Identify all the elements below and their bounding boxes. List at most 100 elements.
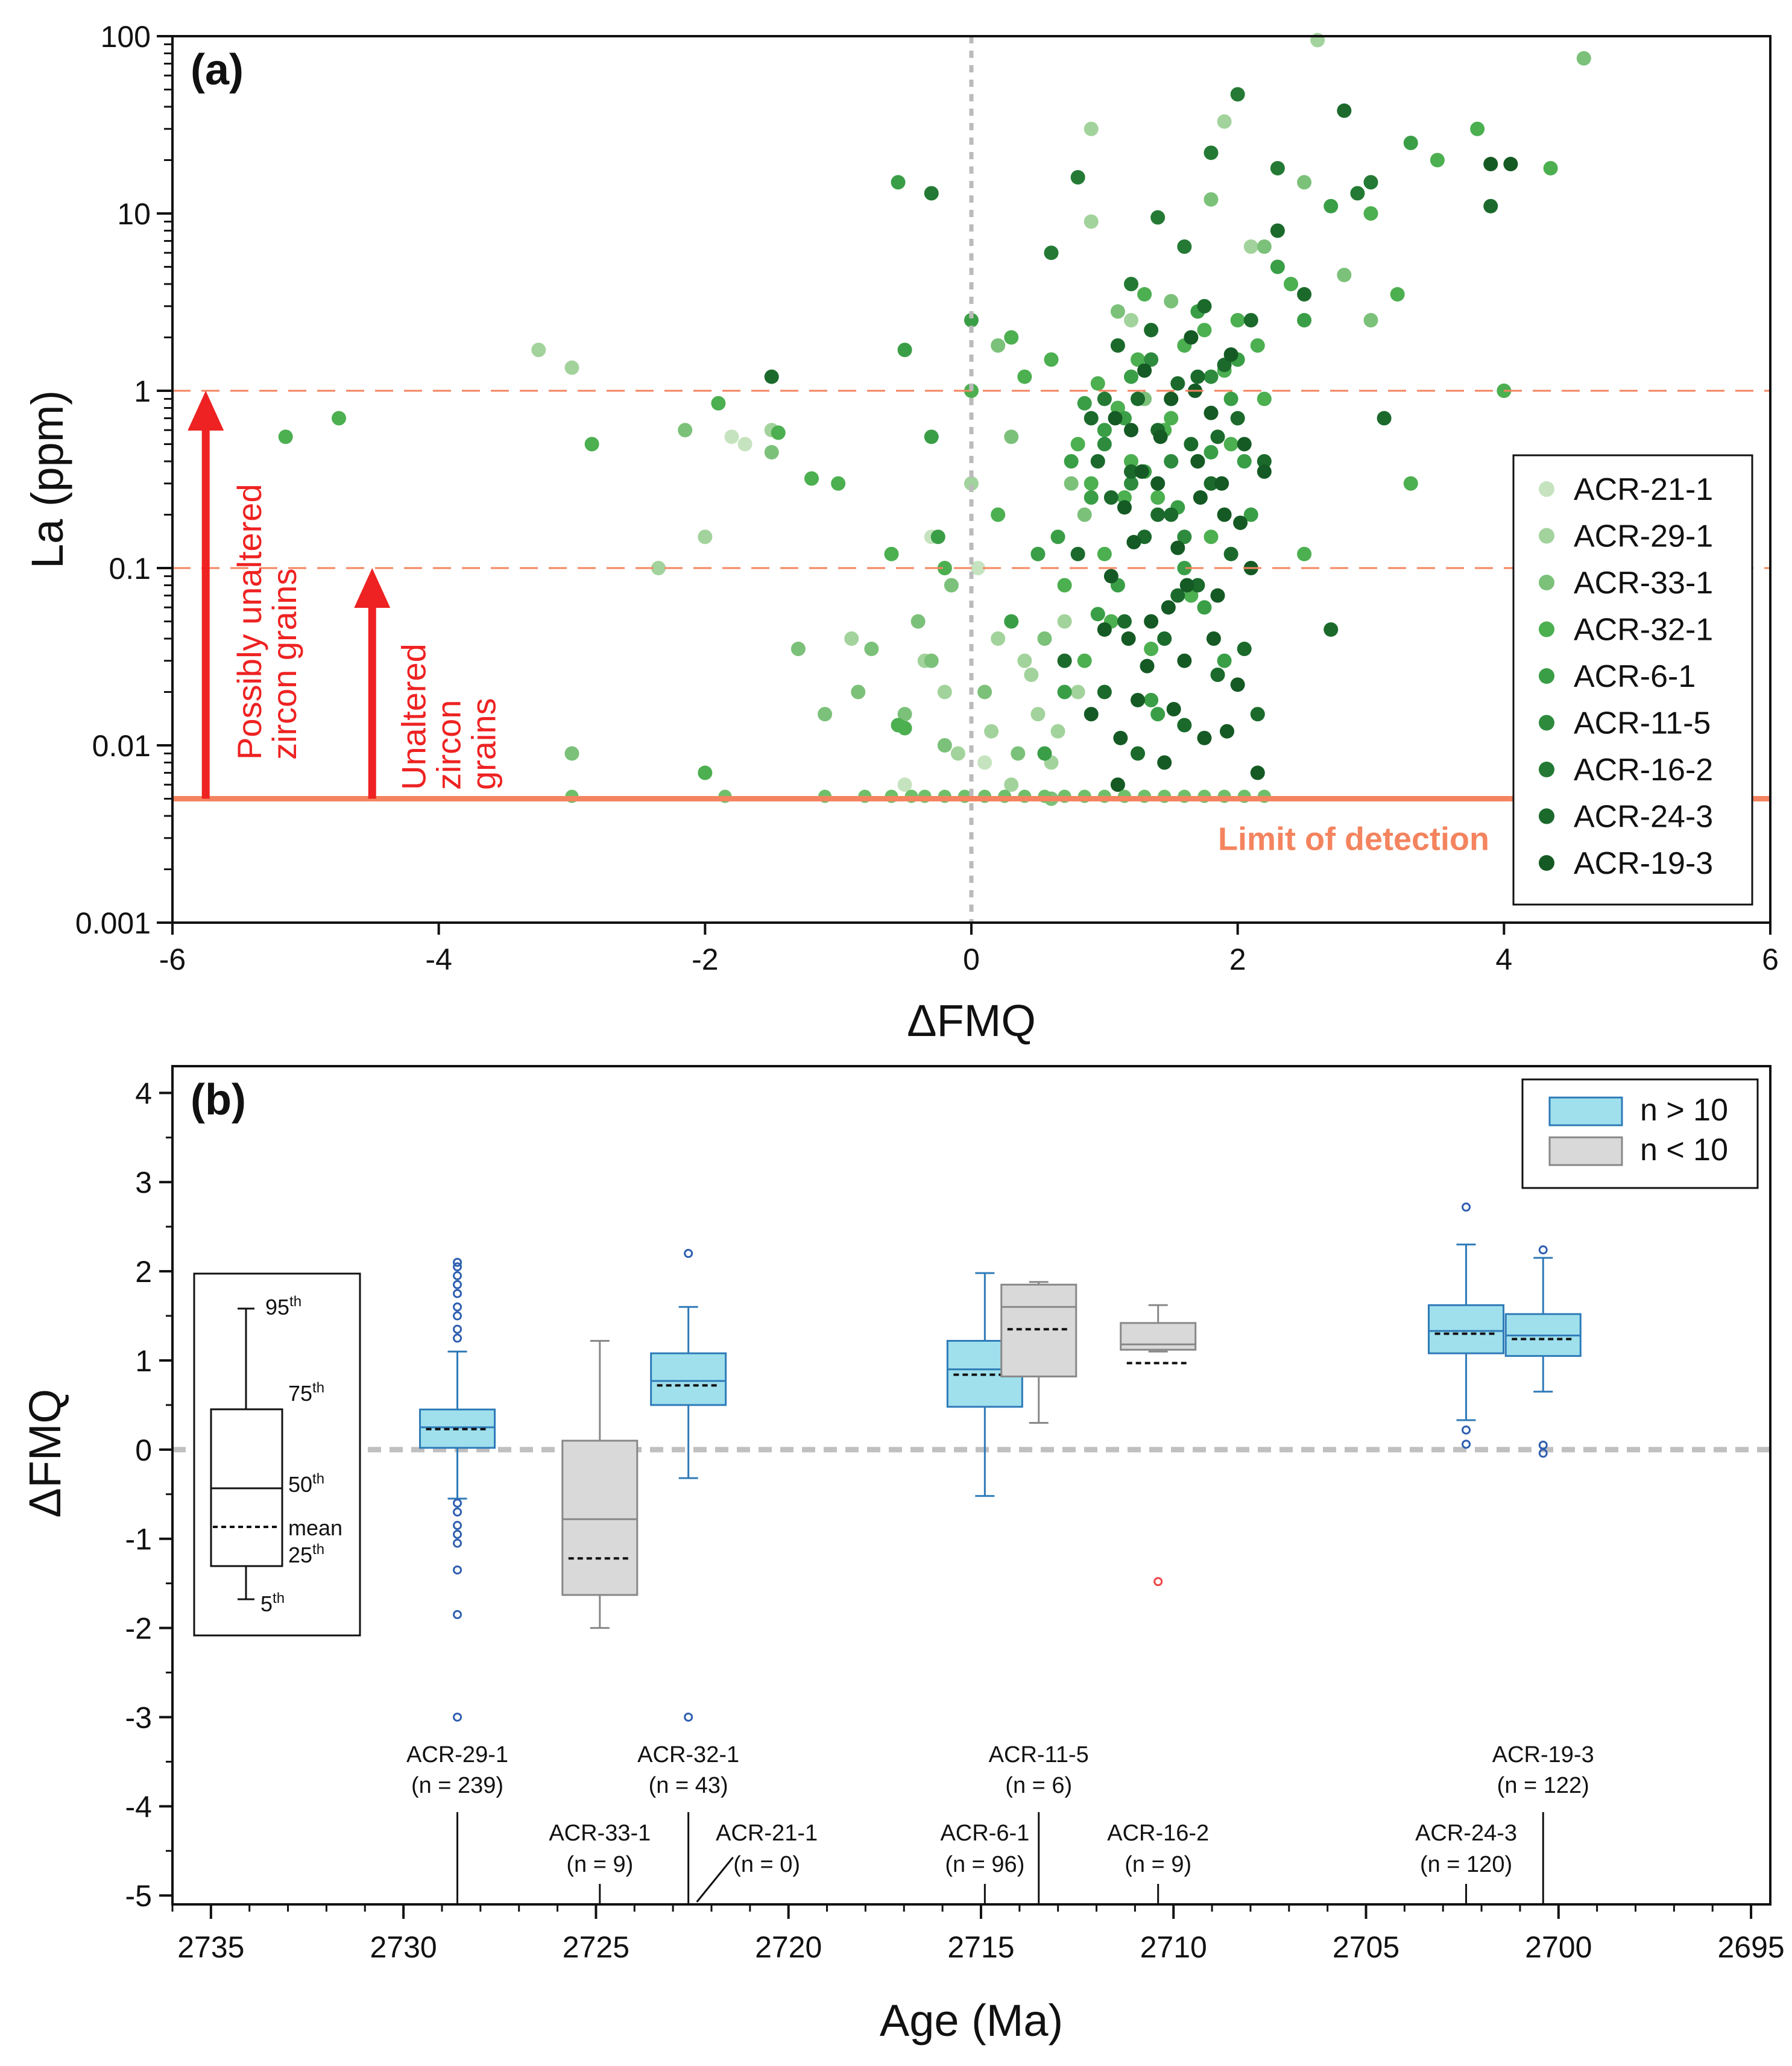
data-point [937, 738, 952, 753]
box-outlier [453, 1302, 462, 1312]
legend-label: ACR-32-1 [1574, 613, 1713, 648]
data-point [897, 707, 912, 722]
x-tick-label: 2715 [947, 1930, 1014, 1964]
data-point [1230, 411, 1245, 426]
annotation-text: grains [464, 698, 502, 790]
legend-marker [1539, 621, 1554, 637]
data-point [1503, 157, 1518, 172]
box-key-label-superscript: th [312, 1471, 324, 1487]
data-point [1210, 668, 1225, 683]
box-key-label-text: 25 [288, 1543, 312, 1567]
data-point [1179, 578, 1194, 593]
data-point [1323, 622, 1339, 637]
data-point [1124, 464, 1138, 479]
data-point [924, 429, 939, 444]
y-tick-label: 3 [135, 1166, 152, 1199]
sample-label: ACR-32-1 [637, 1742, 739, 1767]
data-point [1230, 677, 1245, 692]
data-point [1117, 614, 1132, 629]
data-point [1030, 707, 1046, 722]
data-point [1297, 313, 1312, 328]
data-point [564, 360, 579, 375]
data-point [1161, 600, 1176, 615]
box-outlier [453, 1262, 462, 1272]
data-point [1297, 546, 1312, 561]
x-tick-label: 2695 [1717, 1930, 1784, 1964]
data-point [1084, 490, 1099, 505]
x-tick-label: 2730 [370, 1930, 437, 1964]
data-point [1077, 507, 1092, 522]
data-point [1297, 287, 1312, 302]
y-tick-label: -2 [125, 1612, 152, 1646]
sample-label: ACR-11-5 [989, 1742, 1089, 1767]
data-point [1470, 121, 1485, 136]
sample-n-label: (n = 122) [1497, 1773, 1589, 1798]
data-point [1323, 198, 1339, 213]
data-point [1350, 186, 1365, 201]
data-point [910, 614, 926, 629]
y-tick-label: 0.001 [75, 906, 151, 940]
data-point [1257, 239, 1272, 254]
data-point [1070, 437, 1085, 452]
box-key-label: 5th [260, 1590, 285, 1616]
data-point [1164, 294, 1179, 309]
data-point [1177, 561, 1192, 575]
data-point [950, 746, 965, 761]
box-key-label: 95th [265, 1294, 301, 1319]
data-point [1097, 437, 1112, 452]
legend-label: ACR-19-3 [1574, 846, 1713, 881]
data-point [1483, 198, 1498, 213]
sample-n-label: (n = 43) [649, 1773, 728, 1798]
data-point [1284, 276, 1298, 291]
annotation-arrow-head [354, 568, 391, 608]
data-point [1044, 352, 1059, 367]
data-point [1144, 323, 1159, 338]
panel-label: (a) [191, 46, 244, 94]
data-point [804, 471, 819, 486]
data-point [764, 369, 779, 384]
box-iqr [1000, 1283, 1077, 1378]
box-outlier [453, 1333, 462, 1343]
legend-marker [1539, 668, 1554, 684]
data-point [818, 707, 833, 722]
data-point [1057, 684, 1072, 700]
legend-swatch [1548, 1136, 1623, 1166]
data-point [1050, 724, 1065, 739]
data-point [977, 755, 992, 770]
data-point [1097, 423, 1112, 438]
data-point [1483, 157, 1498, 172]
data-point [897, 343, 912, 358]
data-point [1177, 239, 1192, 254]
data-point [1124, 476, 1138, 491]
data-point [1217, 653, 1232, 668]
data-point [1297, 175, 1312, 190]
y-axis-title: La (ppm) [22, 390, 72, 569]
data-point [1377, 411, 1392, 426]
data-point [1214, 476, 1229, 491]
y-tick-label: 0.01 [92, 729, 151, 763]
y-tick-label: -5 [125, 1879, 152, 1913]
data-point [651, 561, 666, 575]
sample-label: ACR-29-1 [406, 1742, 508, 1767]
box-outlier [453, 1324, 462, 1334]
box-outlier [453, 1610, 462, 1619]
data-point [584, 437, 599, 452]
data-point [897, 721, 912, 736]
data-point [1223, 437, 1238, 452]
box-outlier [1153, 1577, 1163, 1587]
panel-label: (b) [191, 1076, 246, 1124]
data-point [1204, 476, 1219, 491]
data-point [1217, 507, 1232, 522]
box-outlier [453, 1311, 462, 1321]
data-point [1403, 136, 1418, 151]
data-point [1144, 352, 1159, 367]
sample-label: ACR-19-3 [1492, 1742, 1594, 1767]
data-point [332, 411, 347, 426]
data-point [1150, 210, 1166, 225]
data-point [1337, 103, 1352, 118]
box-outlier [684, 1712, 693, 1722]
x-tick-label: 2710 [1140, 1930, 1207, 1964]
data-point [897, 777, 912, 792]
